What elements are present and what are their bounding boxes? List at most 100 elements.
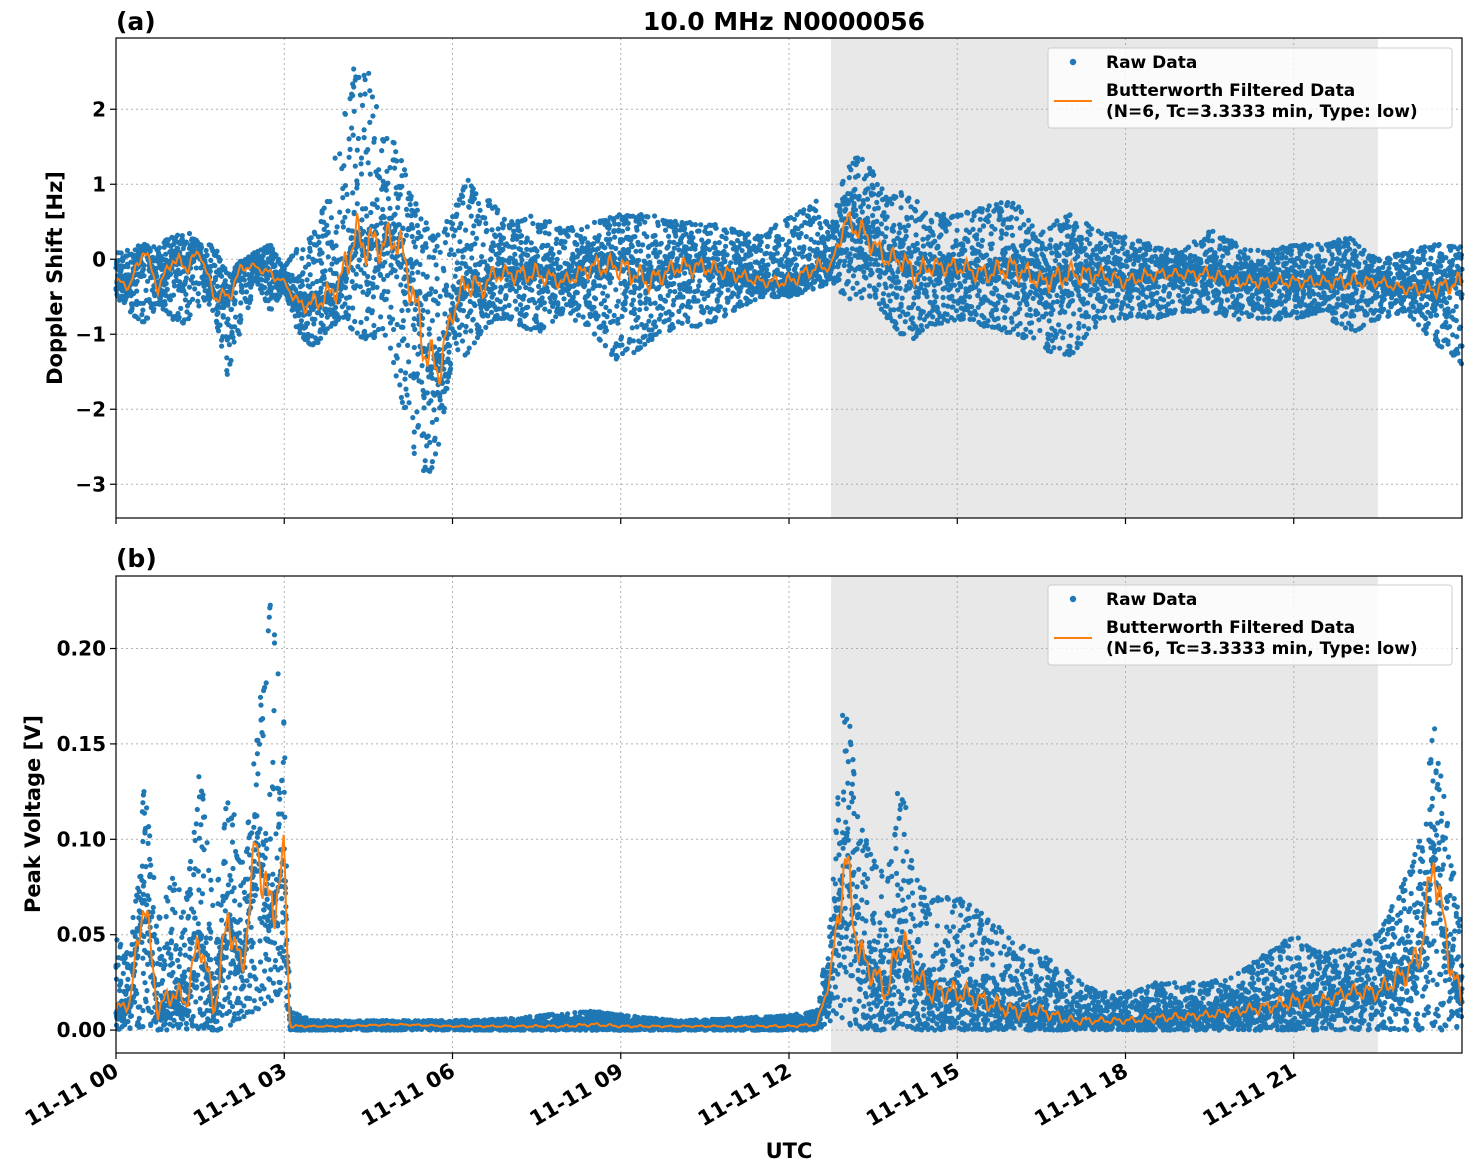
raw-data-point (488, 256, 494, 262)
raw-data-point (428, 371, 434, 377)
raw-data-point (894, 326, 900, 332)
raw-data-point (813, 198, 819, 204)
raw-data-point (622, 307, 628, 313)
raw-data-point (704, 304, 711, 311)
raw-data-point (631, 306, 638, 312)
raw-data-point (748, 252, 754, 258)
raw-data-point (349, 125, 355, 131)
raw-data-point (495, 207, 501, 213)
raw-data-point (356, 74, 362, 80)
raw-data-point (364, 316, 370, 322)
raw-data-point (516, 228, 523, 234)
raw-data-point (852, 186, 858, 192)
raw-data-point (410, 225, 416, 231)
raw-data-point (723, 311, 729, 317)
raw-data-point (603, 304, 609, 310)
raw-data-point (572, 317, 579, 323)
raw-data-point (482, 215, 488, 221)
raw-data-point (705, 238, 712, 244)
raw-data-point (118, 250, 124, 256)
raw-data-point (671, 280, 677, 287)
raw-data-point (397, 382, 403, 388)
raw-data-point (793, 262, 800, 268)
raw-data-point (696, 228, 702, 234)
raw-data-point (680, 302, 686, 308)
raw-data-point (913, 208, 919, 214)
raw-data-point (183, 275, 189, 281)
raw-data-point (341, 163, 347, 169)
raw-data-point (607, 236, 613, 242)
raw-data-point (584, 224, 590, 230)
raw-data-point (415, 269, 421, 275)
raw-data-point (739, 302, 745, 308)
raw-data-point (875, 262, 881, 268)
raw-data-point (579, 226, 585, 233)
raw-data-point (713, 225, 719, 231)
raw-data-point (550, 251, 556, 257)
raw-data-point (304, 277, 310, 283)
raw-data-point (421, 395, 427, 401)
raw-data-point (430, 254, 437, 261)
raw-data-point (367, 88, 373, 94)
raw-data-point (468, 213, 474, 219)
raw-data-point (369, 94, 375, 100)
raw-data-point (634, 324, 640, 330)
raw-data-point (834, 223, 841, 229)
raw-data-point (739, 248, 745, 254)
raw-data-point (859, 209, 865, 215)
raw-data-point (448, 366, 454, 372)
raw-data-point (810, 286, 816, 292)
raw-data-point (398, 394, 404, 401)
raw-data-point (884, 225, 890, 231)
raw-data-point (342, 285, 348, 291)
raw-data-point (307, 248, 313, 254)
raw-data-point (463, 227, 469, 233)
raw-data-point (224, 371, 230, 377)
raw-data-point (465, 177, 471, 183)
raw-data-point (614, 354, 620, 360)
raw-data-point (524, 235, 530, 241)
raw-data-point (145, 278, 151, 284)
raw-data-point (884, 214, 890, 220)
raw-data-point (854, 280, 860, 286)
raw-data-point (408, 193, 414, 199)
raw-data-point (410, 415, 416, 421)
raw-data-point (167, 297, 173, 303)
raw-data-point (437, 249, 443, 255)
raw-data-point (860, 201, 866, 207)
raw-data-point (582, 236, 588, 242)
raw-data-point (426, 326, 432, 332)
raw-data-point (682, 270, 688, 276)
raw-data-point (382, 259, 388, 265)
raw-data-point (316, 239, 322, 246)
raw-data-point (222, 266, 228, 272)
raw-data-point (646, 318, 652, 324)
raw-data-point (630, 338, 637, 344)
raw-data-point (342, 183, 348, 189)
raw-data-point (816, 214, 822, 220)
raw-data-point (847, 251, 853, 257)
raw-data-point (368, 209, 374, 216)
raw-data-point (758, 234, 764, 240)
raw-data-point (243, 289, 250, 295)
raw-data-point (471, 340, 477, 346)
raw-data-point (509, 314, 515, 320)
raw-data-point (680, 294, 686, 300)
raw-data-point (913, 232, 919, 238)
raw-data-point (776, 242, 782, 248)
raw-data-point (516, 285, 523, 291)
raw-data-point (371, 322, 377, 329)
raw-data-point (488, 309, 495, 315)
raw-data-point (164, 286, 170, 292)
raw-data-point (565, 233, 571, 239)
raw-data-point (370, 113, 376, 119)
raw-data-point (612, 234, 618, 240)
raw-data-point (319, 260, 325, 266)
raw-data-point (319, 250, 325, 256)
raw-data-point (186, 284, 193, 290)
raw-data-point (843, 206, 849, 212)
raw-data-point (723, 243, 729, 249)
raw-data-point (402, 376, 408, 382)
raw-data-point (454, 317, 460, 323)
raw-data-point (351, 66, 357, 72)
